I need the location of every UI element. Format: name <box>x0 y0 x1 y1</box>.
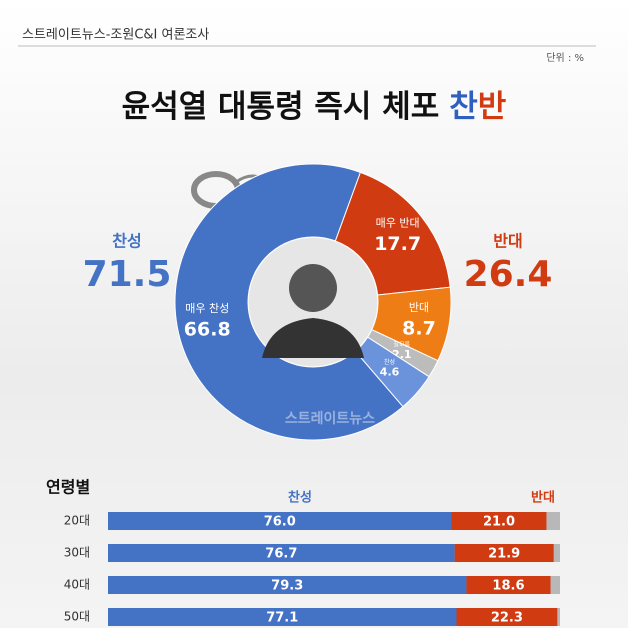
segment-value: 8.7 <box>402 317 436 339</box>
bar-segment <box>466 576 551 594</box>
title-yes: 찬 <box>449 89 478 125</box>
watermark: 스트레이트뉴스 <box>285 410 375 427</box>
title-main: 윤석열 대통령 즉시 체포 <box>122 89 440 125</box>
donut-segment <box>174 163 404 441</box>
segment-value: 4.6 <box>380 366 400 379</box>
chart-label: 연령별 <box>46 478 90 497</box>
bar-segment <box>456 608 558 626</box>
total-name: 찬성 <box>112 232 141 251</box>
bar-value: 22.3 <box>491 611 523 626</box>
row-label: 50대 <box>64 610 90 624</box>
portrait-head <box>289 264 337 312</box>
legend-label: 찬성 <box>288 490 312 506</box>
row-label: 20대 <box>64 514 90 528</box>
portrait-body <box>262 318 364 358</box>
bar-value: 79.3 <box>271 579 303 594</box>
segment-name: 찬성 <box>384 358 395 366</box>
bar-segment <box>108 544 455 562</box>
bar-value: 21.9 <box>488 547 520 562</box>
donut-segment <box>334 171 451 296</box>
segment-name: 반대 <box>409 301 429 314</box>
bar-segment <box>108 512 452 530</box>
total-value: 26.4 <box>464 254 553 295</box>
bar-value: 77.1 <box>266 611 298 626</box>
title-no: 반 <box>478 89 507 125</box>
bar-segment <box>108 608 457 626</box>
bar-value: 76.7 <box>265 547 297 562</box>
bar-segment <box>454 544 554 562</box>
segment-name: 매우 반대 <box>376 217 420 230</box>
unit: 단위 : % <box>546 51 584 64</box>
bar-segment <box>108 576 467 594</box>
row-label: 30대 <box>64 546 90 560</box>
title: 윤석열 대통령 즉시 체포 찬반 <box>122 89 507 125</box>
bar-segment <box>451 512 547 530</box>
row-label: 40대 <box>64 578 90 592</box>
segment-value: 17.7 <box>374 233 421 255</box>
segment-name: 잘모름 <box>394 341 411 349</box>
segment-value: 66.8 <box>184 319 231 341</box>
total-name: 반대 <box>493 232 522 251</box>
bar-value: 18.6 <box>492 579 524 594</box>
segment-name: 매우 찬성 <box>185 301 229 315</box>
bar-value: 76.0 <box>264 515 296 530</box>
legend-label: 반대 <box>531 490 555 506</box>
bar-value: 21.0 <box>483 515 515 530</box>
source: 스트레이트뉴스-조원C&I 여론조사 <box>22 28 209 43</box>
total-value: 71.5 <box>83 254 172 295</box>
